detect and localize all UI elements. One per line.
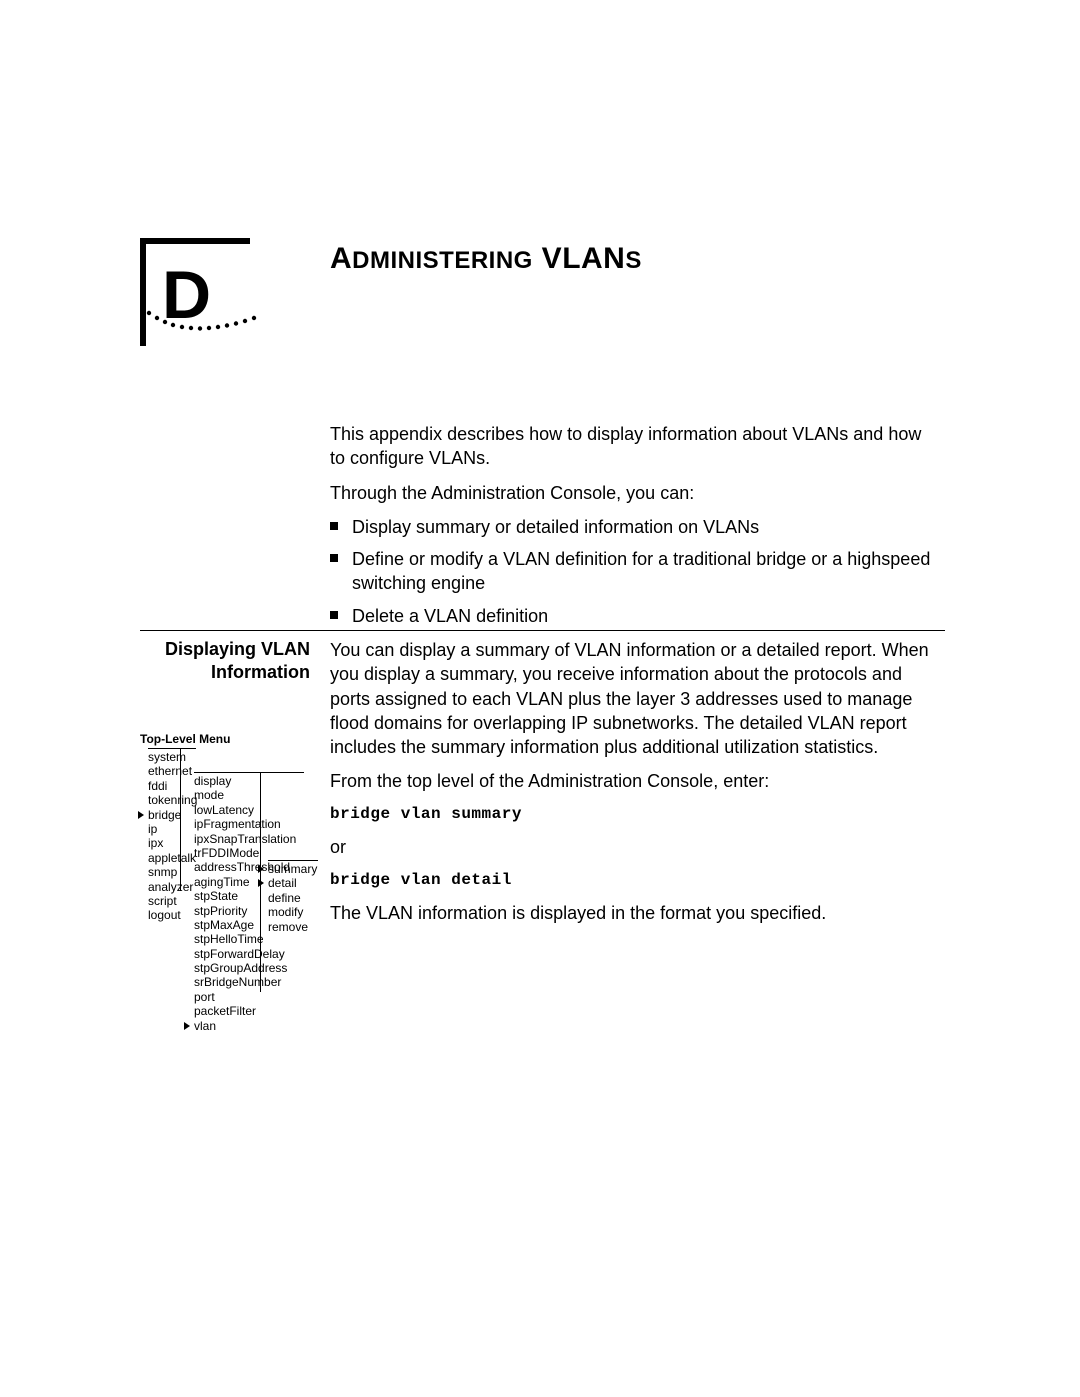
command-text: bridge vlan summary bbox=[330, 804, 945, 826]
menu-item: srBridgeNumber bbox=[194, 975, 304, 989]
menu-item: define bbox=[268, 891, 328, 905]
menu-title: Top-Level Menu bbox=[140, 732, 230, 746]
menu-item: ipxSnapTranslation bbox=[194, 832, 304, 846]
intro-paragraph-1: This appendix describes how to display i… bbox=[330, 422, 940, 471]
menu-rule bbox=[148, 748, 196, 749]
menu-item: remove bbox=[268, 920, 328, 934]
intro-paragraph-2: Through the Administration Console, you … bbox=[330, 481, 940, 505]
intro-block: This appendix describes how to display i… bbox=[330, 422, 940, 636]
menu-item: stpHelloTime bbox=[194, 932, 304, 946]
menu-item: system bbox=[148, 750, 206, 764]
menu-item: port bbox=[194, 990, 304, 1004]
menu-item: mode bbox=[194, 788, 304, 802]
menu-item: vlan bbox=[194, 1019, 304, 1033]
menu-item: detail bbox=[268, 876, 328, 890]
menu-item: summary bbox=[268, 862, 328, 876]
menu-rule bbox=[194, 772, 304, 773]
section-body: You can display a summary of VLAN inform… bbox=[330, 638, 945, 936]
menu-item: packetFilter bbox=[194, 1004, 304, 1018]
section-paragraph-3: The VLAN information is displayed in the… bbox=[330, 901, 945, 925]
section-paragraph-1: You can display a summary of VLAN inform… bbox=[330, 638, 945, 759]
section-heading: Displaying VLAN Information bbox=[140, 638, 310, 685]
marker-border-top bbox=[140, 238, 250, 244]
intro-bullet: Display summary or detailed information … bbox=[330, 515, 940, 539]
dotted-arc-icon bbox=[146, 310, 276, 340]
chapter-title: ADMINISTERING VLANS bbox=[330, 242, 642, 276]
menu-tree: Top-Level Menu systemethernetfdditokenri… bbox=[140, 732, 230, 748]
menu-item: stpForwardDelay bbox=[194, 947, 304, 961]
menu-item: modify bbox=[268, 905, 328, 919]
intro-bullet: Define or modify a VLAN definition for a… bbox=[330, 547, 940, 596]
section-paragraph-2: From the top level of the Administration… bbox=[330, 769, 945, 793]
menu-item: display bbox=[194, 774, 304, 788]
menu-item: stpGroupAddress bbox=[194, 961, 304, 975]
menu-item: ipFragmentation bbox=[194, 817, 304, 831]
menu-item: trFDDIMode bbox=[194, 846, 304, 860]
intro-bullet-list: Display summary or detailed information … bbox=[330, 515, 940, 628]
section-divider bbox=[140, 630, 945, 631]
menu-item: lowLatency bbox=[194, 803, 304, 817]
menu-col-3: summarydetaildefinemodifyremove bbox=[268, 862, 328, 934]
or-text: or bbox=[330, 835, 945, 859]
intro-bullet: Delete a VLAN definition bbox=[330, 604, 940, 628]
command-text: bridge vlan detail bbox=[330, 870, 945, 892]
